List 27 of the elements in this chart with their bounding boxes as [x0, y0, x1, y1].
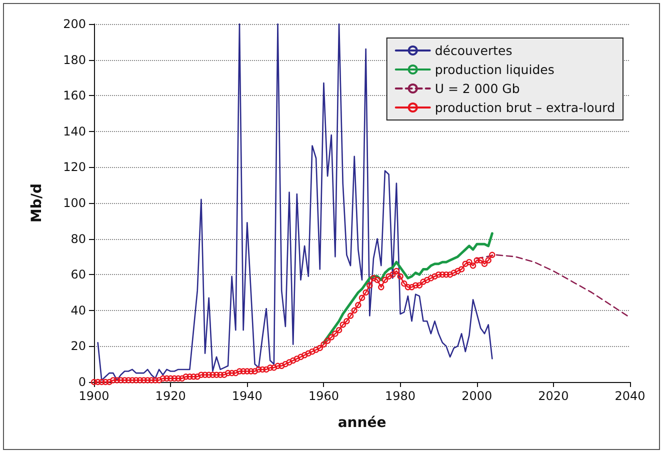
y-axis-title: Mb/d — [29, 183, 45, 223]
y-tick-label: 120 — [63, 160, 86, 174]
legend-label: production brut – extra-lourd — [434, 100, 616, 115]
x-axis-title: année — [338, 415, 386, 431]
x-tick-label: 1980 — [385, 389, 416, 403]
x-tick-label: 2020 — [538, 389, 569, 403]
x-tick-label: 1940 — [232, 389, 262, 403]
line-series — [322, 232, 494, 344]
x-tick-label: 1900 — [78, 389, 110, 403]
legend-label: découvertes — [434, 43, 512, 58]
y-tick-label: 20 — [70, 339, 86, 354]
y-tick-label: 60 — [70, 268, 86, 282]
line-series — [476, 254, 631, 318]
legend-label: U = 2 000 Gb — [434, 81, 520, 96]
y-tick-label: 80 — [70, 232, 86, 246]
x-tick-label: 2040 — [614, 389, 646, 403]
x-tick-label: 2000 — [462, 389, 492, 403]
x-tick-label: 1920 — [155, 389, 186, 403]
y-tick-label: 140 — [63, 124, 86, 138]
y-tick-label: 0 — [78, 375, 86, 389]
x-tick-label: 1960 — [308, 389, 339, 403]
y-tick-label: 100 — [63, 196, 86, 210]
y-tick-label: 160 — [63, 88, 86, 103]
y-tick-label: 40 — [70, 303, 86, 318]
y-tick-label: 180 — [63, 52, 86, 67]
y-tick-label: 200 — [63, 17, 86, 31]
legend-label: production liquides — [434, 62, 554, 77]
